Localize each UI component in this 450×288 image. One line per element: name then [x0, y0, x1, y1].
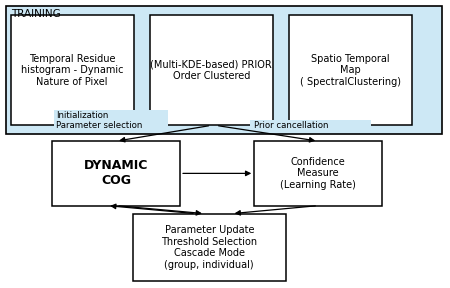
Text: TRAINING: TRAINING — [11, 9, 61, 19]
FancyBboxPatch shape — [6, 6, 442, 134]
Text: Confidence
Measure
(Learning Rate): Confidence Measure (Learning Rate) — [280, 157, 356, 190]
Text: Spatio Temporal
Map
( SpectralClustering): Spatio Temporal Map ( SpectralClustering… — [300, 54, 401, 87]
Text: Parameter Update
Threshold Selection
Cascade Mode
(group, individual): Parameter Update Threshold Selection Cas… — [161, 225, 257, 270]
FancyBboxPatch shape — [250, 120, 371, 131]
FancyBboxPatch shape — [10, 15, 134, 125]
FancyBboxPatch shape — [254, 141, 382, 206]
Text: (Multi-KDE-based) PRIOR
Order Clustered: (Multi-KDE-based) PRIOR Order Clustered — [150, 59, 272, 81]
Text: Prior cancellation: Prior cancellation — [254, 121, 328, 130]
Text: Initialization
Parameter selection: Initialization Parameter selection — [56, 111, 142, 130]
Text: Temporal Residue
histogram - Dynamic
Nature of Pixel: Temporal Residue histogram - Dynamic Nat… — [21, 54, 123, 87]
FancyBboxPatch shape — [150, 15, 273, 125]
FancyBboxPatch shape — [54, 110, 168, 131]
Text: DYNAMIC
COG: DYNAMIC COG — [84, 159, 148, 187]
FancyBboxPatch shape — [52, 141, 180, 206]
FancyBboxPatch shape — [289, 15, 412, 125]
FancyBboxPatch shape — [133, 214, 286, 281]
